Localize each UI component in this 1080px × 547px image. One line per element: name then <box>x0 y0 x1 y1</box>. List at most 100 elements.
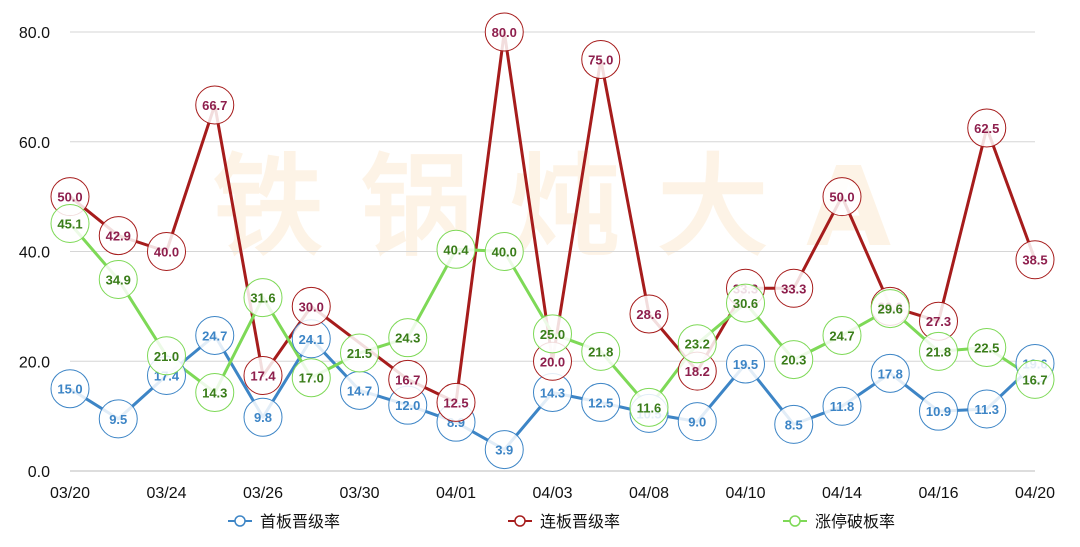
legend-label: 涨停破板率 <box>815 512 895 531</box>
x-tick-label: 04/20 <box>1015 485 1055 502</box>
data-label: 20.3 <box>781 353 806 368</box>
data-label: 28.6 <box>636 307 661 322</box>
data-label: 30.0 <box>299 299 324 314</box>
data-label: 34.9 <box>106 272 131 287</box>
data-point <box>436 382 476 422</box>
legend-item-1[interactable]: 首板晋级率 <box>228 512 340 531</box>
series-line-2 <box>69 30 1037 404</box>
data-label: 9.5 <box>109 412 127 427</box>
data-point <box>629 294 669 334</box>
data-label: 45.1 <box>57 217 82 232</box>
data-label: 22.5 <box>974 341 999 356</box>
x-tick-label: 03/30 <box>339 485 379 502</box>
series-group: 15.09.517.424.79.824.114.712.08.93.914.3… <box>50 12 1055 470</box>
data-point <box>581 331 621 371</box>
data-point <box>484 232 524 271</box>
data-point <box>484 12 524 52</box>
data-point <box>822 177 862 217</box>
y-tick-label: 80.0 <box>19 25 50 42</box>
data-label: 21.8 <box>926 344 951 359</box>
data-label: 18.2 <box>685 364 710 379</box>
y-tick-label: 60.0 <box>19 135 50 152</box>
data-label: 14.3 <box>540 386 565 401</box>
data-label: 66.7 <box>202 98 227 113</box>
x-tick-label: 03/20 <box>50 485 90 502</box>
data-point <box>677 324 717 364</box>
data-point <box>1015 240 1055 280</box>
data-label: 80.0 <box>492 25 517 40</box>
x-tick-label: 03/26 <box>243 485 283 502</box>
data-point <box>147 232 186 271</box>
data-label: 12.0 <box>395 398 420 413</box>
data-label: 12.5 <box>443 395 468 410</box>
data-point <box>967 389 1007 429</box>
data-point <box>243 278 283 318</box>
data-label: 14.3 <box>202 386 227 401</box>
data-label: 25.0 <box>540 327 565 342</box>
watermark: 铁 锅 炖 大 A <box>213 143 891 271</box>
x-axis: 03/20 03/24 03/26 03/30 04/01 04/03 04/08 04/10… <box>50 485 1055 502</box>
x-tick-label: 04/14 <box>822 485 862 502</box>
data-point <box>50 204 90 244</box>
legend-marker <box>234 515 246 527</box>
data-label: 33.3 <box>781 281 806 296</box>
data-label: 30.6 <box>733 296 758 311</box>
data-point <box>195 373 235 413</box>
data-point <box>870 353 910 393</box>
data-point <box>726 344 765 384</box>
data-point <box>484 430 524 470</box>
data-label: 10.9 <box>926 404 951 419</box>
data-point <box>870 289 910 329</box>
data-point <box>774 340 814 380</box>
data-label: 40.4 <box>443 242 469 257</box>
data-label: 23.2 <box>685 337 710 352</box>
legend[interactable]: 首板晋级率 连板晋级率 涨停破板率 <box>228 512 895 531</box>
data-label: 9.8 <box>254 410 272 425</box>
data-label: 21.0 <box>154 349 179 364</box>
data-point <box>919 391 958 431</box>
y-tick-label: 0.0 <box>28 464 50 481</box>
data-label: 40.0 <box>492 245 517 260</box>
data-point <box>340 333 379 373</box>
data-label: 27.3 <box>926 314 951 329</box>
data-point <box>436 229 476 269</box>
data-label: 42.9 <box>106 229 131 244</box>
data-point <box>967 108 1007 148</box>
data-label: 11.8 <box>830 399 855 414</box>
data-point <box>147 336 186 376</box>
legend-item-3[interactable]: 涨停破板率 <box>783 512 895 531</box>
data-label: 16.7 <box>395 372 420 387</box>
data-point <box>774 268 814 308</box>
data-label: 31.6 <box>250 291 275 306</box>
data-label: 29.6 <box>878 302 903 317</box>
x-tick-label: 04/03 <box>532 485 572 502</box>
data-label: 11.6 <box>637 400 662 415</box>
legend-label: 连板晋级率 <box>540 512 620 531</box>
data-label: 21.5 <box>347 346 372 361</box>
x-tick-label: 03/24 <box>146 485 186 502</box>
data-label: 3.9 <box>495 443 513 458</box>
data-label: 17.8 <box>878 366 903 381</box>
data-point <box>677 402 717 442</box>
data-point <box>726 283 765 323</box>
data-label: 19.5 <box>733 357 758 372</box>
data-point <box>822 386 862 426</box>
data-label: 62.5 <box>974 121 999 136</box>
legend-label: 首板晋级率 <box>260 512 340 531</box>
data-point <box>388 359 428 399</box>
data-point <box>195 85 235 125</box>
legend-item-2[interactable]: 连板晋级率 <box>508 512 620 531</box>
data-point <box>629 387 669 427</box>
data-point <box>243 397 283 437</box>
data-label: 21.8 <box>588 344 613 359</box>
data-label: 17.0 <box>299 371 324 386</box>
data-point <box>774 404 814 444</box>
data-label: 24.7 <box>202 328 227 343</box>
data-label: 17.4 <box>250 369 276 384</box>
y-tick-label: 20.0 <box>19 354 50 371</box>
data-label: 50.0 <box>829 190 854 205</box>
y-tick-label: 40.0 <box>19 245 50 262</box>
data-point <box>195 315 235 355</box>
x-tick-label: 04/10 <box>725 485 765 502</box>
